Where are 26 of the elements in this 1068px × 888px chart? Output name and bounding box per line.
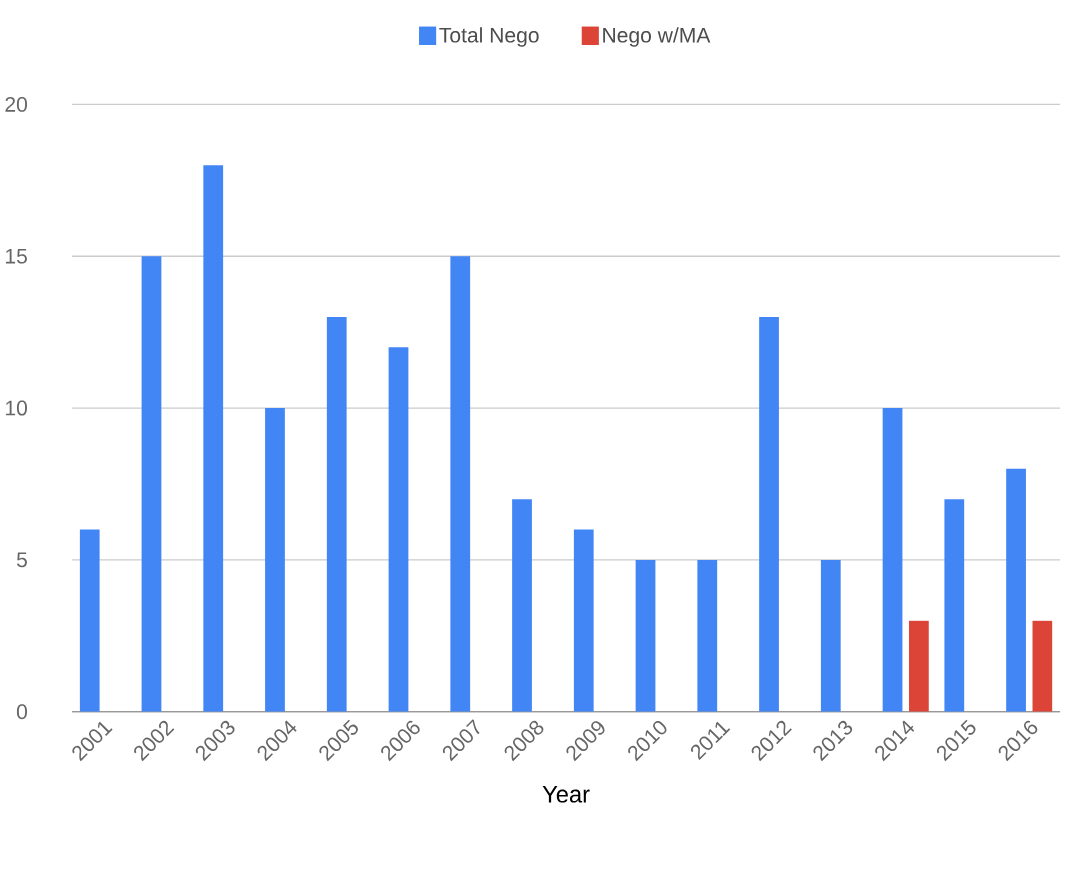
y-tick-label: 20 [5,96,27,112]
bar [909,620,929,712]
y-tick-label: 15 [6,248,27,264]
legend-label: Total Nego [439,27,539,47]
bar [326,316,347,712]
bar [450,256,471,712]
bar [1032,620,1053,712]
y-tick-label: 5 [16,552,27,568]
bar [573,529,594,712]
y-tick-label: 0 [16,704,28,720]
bar [388,347,409,712]
bar [944,499,965,712]
bar [697,559,718,712]
bar [1006,468,1026,712]
bar [265,407,285,712]
legend-label: Nego w/MA [603,27,711,47]
bar [635,559,656,712]
y-tick-label: 10 [6,400,27,416]
bar [203,164,224,712]
bar [512,499,532,712]
bar [79,529,100,712]
bar [820,559,841,712]
x-axis-title: Year [542,785,590,803]
bar [141,256,162,712]
bar [759,316,779,712]
bar [882,407,903,712]
